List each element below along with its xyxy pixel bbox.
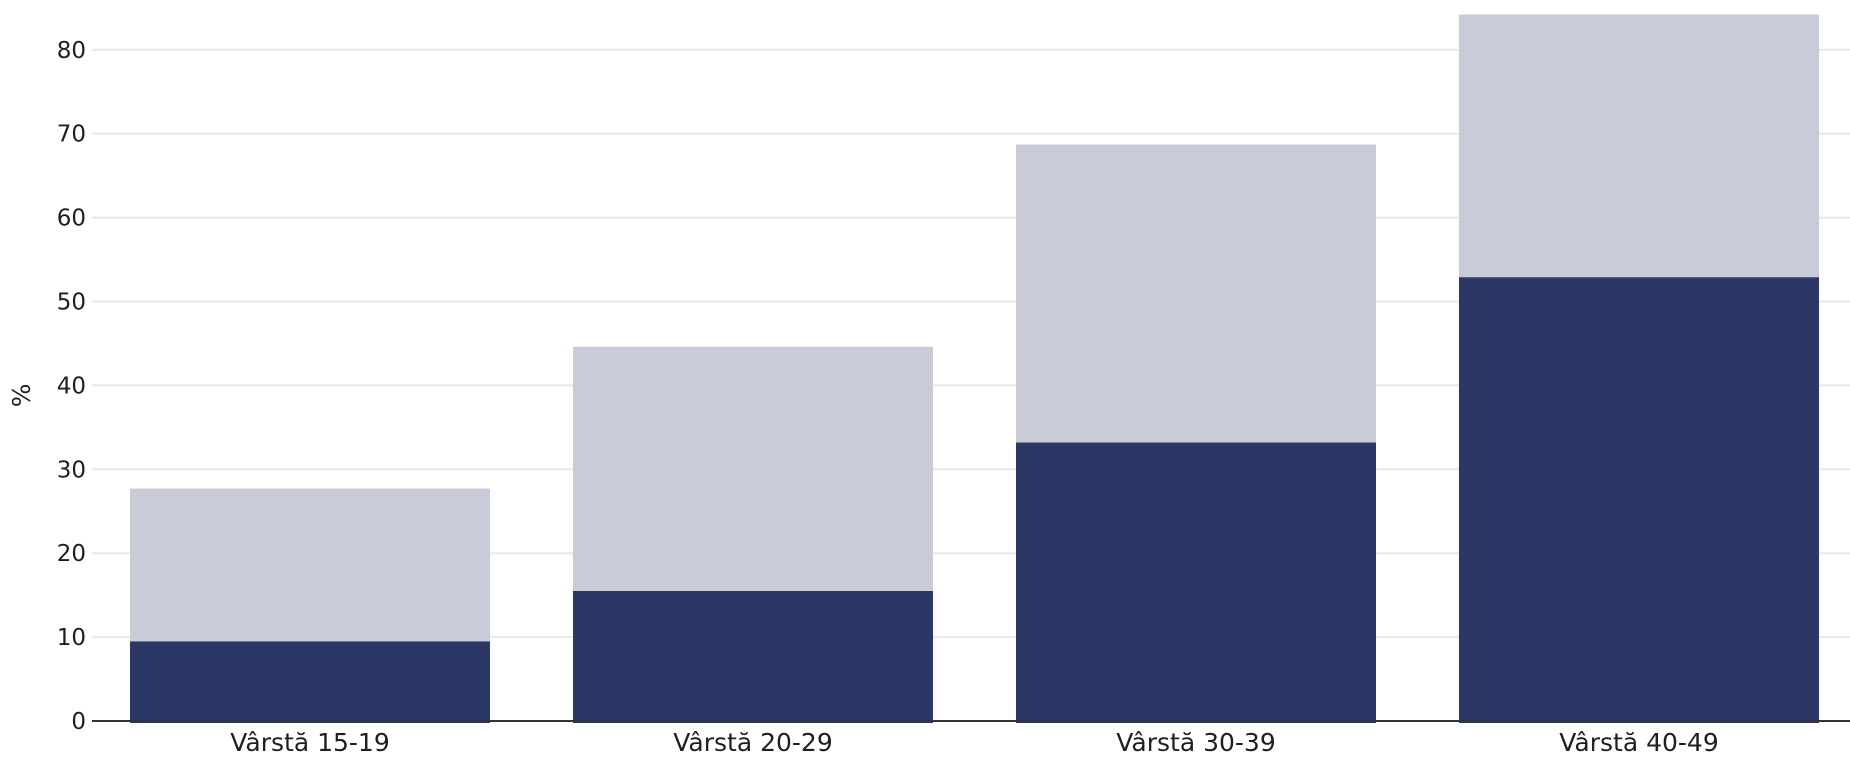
bars [130,14,1819,723]
y-tick-label: 40 [57,373,86,399]
bar-segment-upper [1016,144,1376,443]
y-axis-title: % [7,383,36,407]
y-tick-label: 50 [57,289,86,315]
x-category-label: Vârstă 30-39 [1116,728,1276,753]
axes: 0 10 20 30 40 50 60 70 80 Vârstă 15-19 Vârstă 20-2… [57,38,1850,757]
bar-segment-upper [1459,14,1819,278]
bar-segment-upper [573,346,933,591]
bar-segment-lower [1016,442,1376,723]
bar-segment-lower [130,641,490,723]
bar-segment-lower [573,590,933,723]
y-tick-label: 0 [71,709,86,735]
x-category-label: Vârstă 15-19 [230,728,390,753]
y-tick-label: 80 [57,38,86,64]
x-category-label: Vârstă 40-49 [1559,728,1719,753]
y-tick-label: 70 [57,122,86,148]
y-tick-label: 60 [57,206,86,232]
y-tick-label: 10 [57,625,86,651]
bar-segment-lower [1459,277,1819,723]
y-tick-label: 30 [57,457,86,483]
y-tick-label: 20 [57,541,86,567]
bar-segment-upper [130,488,490,642]
x-category-label: Vârstă 20-29 [673,728,833,753]
